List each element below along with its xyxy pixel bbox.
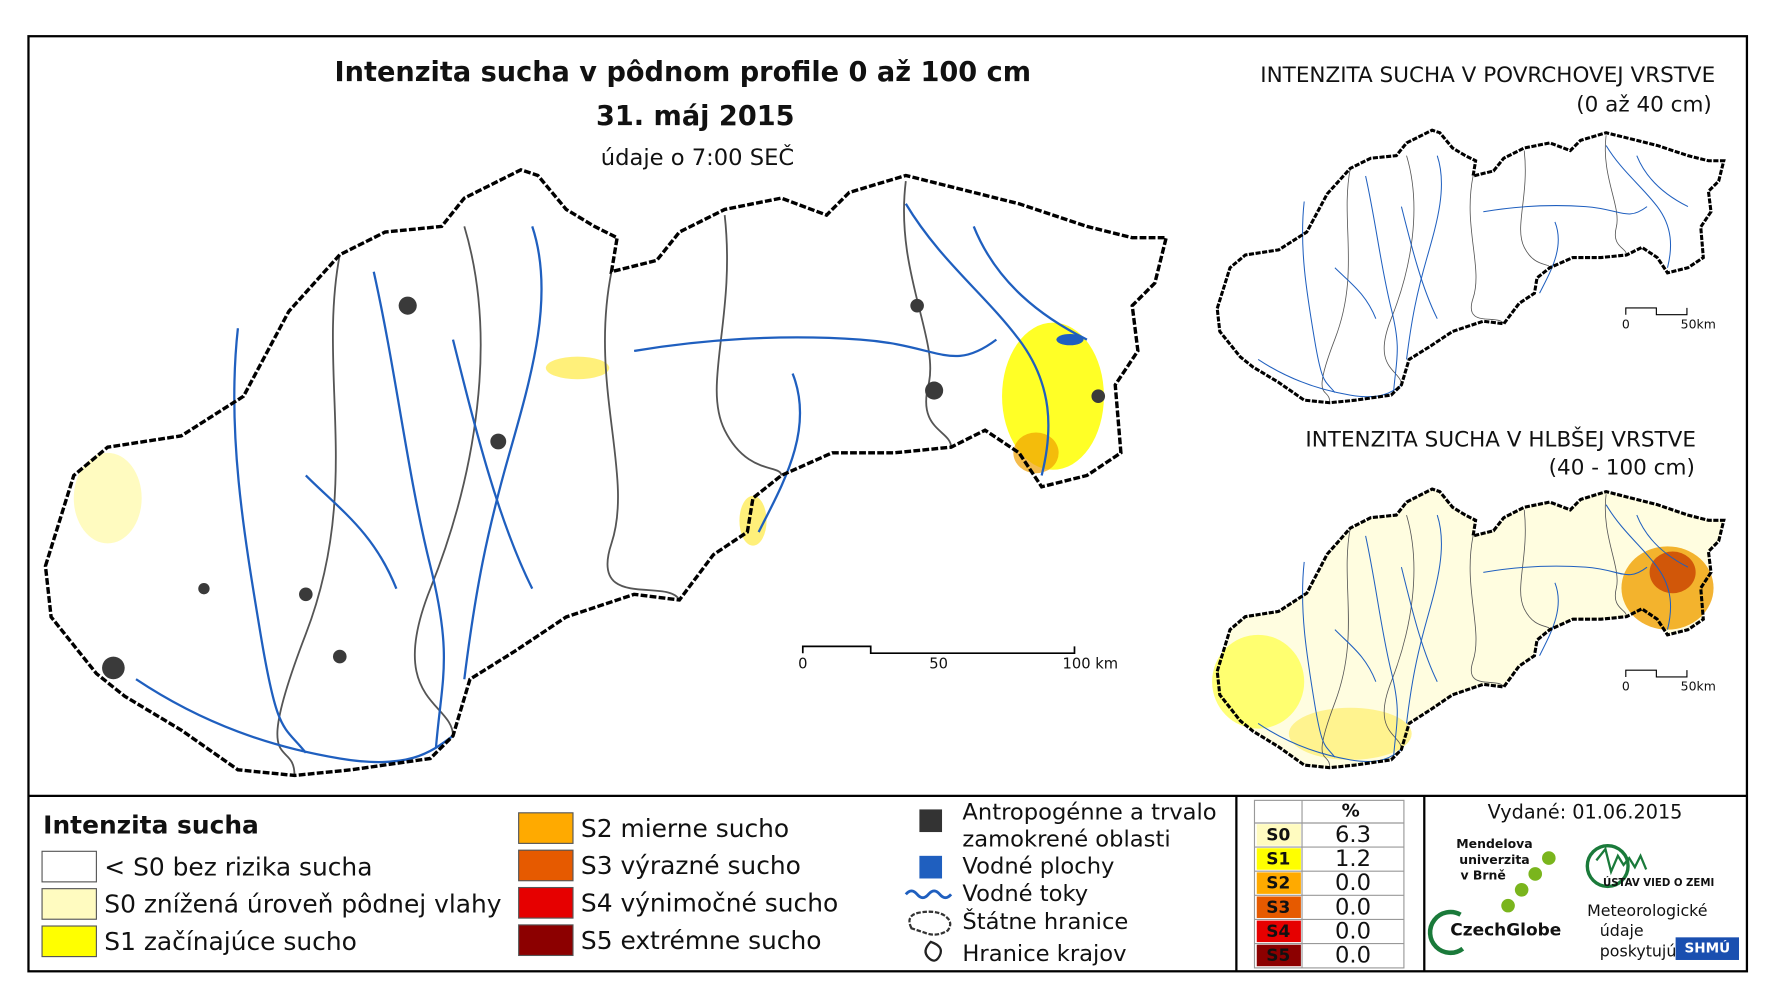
scale-bar (1625, 669, 1688, 678)
legend-label: S2 mierne sucho (581, 814, 789, 843)
inset-title: INTENZITA SUCHA V POVRCHOVEJ VRSTVE (1260, 63, 1715, 88)
scale-label: 0 (798, 656, 807, 673)
table-value: 0.0 (1335, 943, 1371, 969)
symbol-border (908, 910, 952, 936)
symbol-label: zamokrené oblasti (962, 826, 1170, 852)
legend-label: S5 extrémne sucho (581, 926, 822, 955)
legend-swatch (41, 925, 97, 958)
table-class: S4 (1266, 922, 1290, 942)
main-map (43, 168, 1168, 778)
table-class-cell (1256, 848, 1301, 870)
table-value: 0.0 (1335, 894, 1371, 920)
scale-label: 100 km (1063, 656, 1119, 673)
logos: Mendelova univerzita v Brně CzechGlobe Ú… (1427, 836, 1740, 961)
symbol-label: Hranice krajov (962, 941, 1126, 967)
symbol-label: Antropogénne a trvalo (962, 799, 1216, 825)
logo-text: v Brně (1460, 868, 1505, 883)
map-title: Intenzita sucha v pôdnom profile 0 až 10… (335, 57, 1031, 88)
inset-title: INTENZITA SUCHA V HLBŠEJ VRSTVE (1305, 426, 1696, 452)
legend-label: S0 znížená úroveň pôdnej vlahy (104, 890, 501, 919)
symbol-water (919, 855, 943, 879)
legend-swatch (41, 888, 97, 920)
table-class: S3 (1266, 898, 1290, 918)
legend-label: S3 výrazné sucho (581, 851, 801, 880)
percent-table: % S0 6.3 S1 1.2 S2 0.0 S3 0.0 S4 0.0 S5 0.0 (1253, 799, 1405, 969)
table-class-cell (1256, 896, 1301, 918)
symbol-label: Vodné plochy (962, 854, 1114, 880)
symbol-label: Vodné toky (962, 881, 1088, 907)
logo-text: údaje (1600, 921, 1644, 940)
symbol-label: Štátne hranice (962, 907, 1128, 935)
map-date: 31. máj 2015 (596, 101, 795, 132)
table-value: 6.3 (1335, 822, 1371, 848)
scale-label: 0 (1622, 679, 1630, 694)
logo-text: ÚSTAV VIED O ZEMI (1603, 876, 1714, 889)
table-value: 1.2 (1335, 846, 1371, 872)
scale-bar (1625, 307, 1688, 316)
table-class: S0 (1266, 825, 1290, 845)
legend-label: < S0 bez rizika sucha (104, 852, 372, 881)
table-class-cell (1256, 920, 1301, 943)
symbol-stream (904, 889, 953, 900)
legend-label: S4 výnimočné sucho (581, 889, 838, 918)
table-value: 0.0 (1335, 870, 1371, 896)
table-class: S2 (1266, 874, 1290, 894)
symbol-region (924, 940, 943, 962)
table-header: % (1342, 801, 1360, 822)
logo-text: univerzita (1459, 852, 1530, 867)
table-class-cell (1256, 944, 1301, 967)
legend-swatch (518, 886, 574, 919)
table-class-cell (1256, 824, 1301, 846)
logo-text: SHMÚ (1684, 939, 1730, 957)
inset-subtitle: (40 - 100 cm) (1549, 456, 1695, 481)
map-subtitle: údaje o 7:00 SEČ (601, 143, 794, 171)
legend: < S0 bez rizika sucha S0 znížená úroveň p… (41, 812, 838, 958)
scale-label: 50km (1681, 316, 1716, 331)
scale-label: 50 (929, 656, 948, 673)
logo-text: Meteorologické (1587, 901, 1707, 920)
logo-text: Mendelova (1456, 836, 1532, 851)
symbol-anthropogenic (919, 809, 943, 833)
table-value: 0.0 (1335, 918, 1371, 944)
logo-text: poskytujú: (1600, 942, 1682, 961)
issued-date: Vydané: 01.06.2015 (1488, 800, 1683, 823)
inset-subtitle: (0 až 40 cm) (1576, 92, 1712, 117)
legend-swatch (518, 812, 574, 844)
legend-swatch (41, 850, 97, 883)
table-class: S5 (1266, 946, 1290, 966)
inset-map (1212, 487, 1726, 770)
legend-swatch (518, 924, 574, 957)
legend-title: Intenzita sucha (43, 810, 259, 839)
table-class: S1 (1266, 850, 1290, 870)
legend-swatch (518, 849, 574, 882)
scale-label: 0 (1622, 316, 1630, 331)
scale-bar (801, 645, 1076, 655)
table-class-cell (1256, 872, 1301, 894)
scale-label: 50km (1681, 679, 1716, 694)
legend-label: S1 začínajúce sucho (104, 927, 357, 956)
logo-text: CzechGlobe (1450, 921, 1561, 941)
